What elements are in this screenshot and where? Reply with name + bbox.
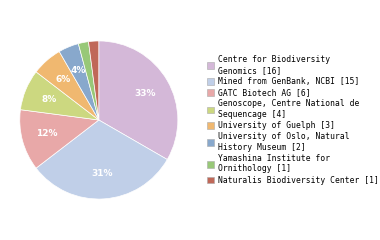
Wedge shape <box>21 72 99 120</box>
Wedge shape <box>20 110 99 168</box>
Text: 12%: 12% <box>36 129 58 138</box>
Text: 31%: 31% <box>92 169 113 178</box>
Legend: Centre for Biodiversity
Genomics [16], Mined from GenBank, NCBI [15], GATC Biote: Centre for Biodiversity Genomics [16], M… <box>206 54 380 186</box>
Wedge shape <box>99 41 178 160</box>
Wedge shape <box>78 42 99 120</box>
Wedge shape <box>36 120 167 199</box>
Text: 8%: 8% <box>41 95 57 104</box>
Text: 6%: 6% <box>56 75 71 84</box>
Text: 4%: 4% <box>71 66 86 75</box>
Text: 33%: 33% <box>135 89 156 98</box>
Wedge shape <box>59 44 99 120</box>
Wedge shape <box>36 52 99 120</box>
Wedge shape <box>89 41 99 120</box>
